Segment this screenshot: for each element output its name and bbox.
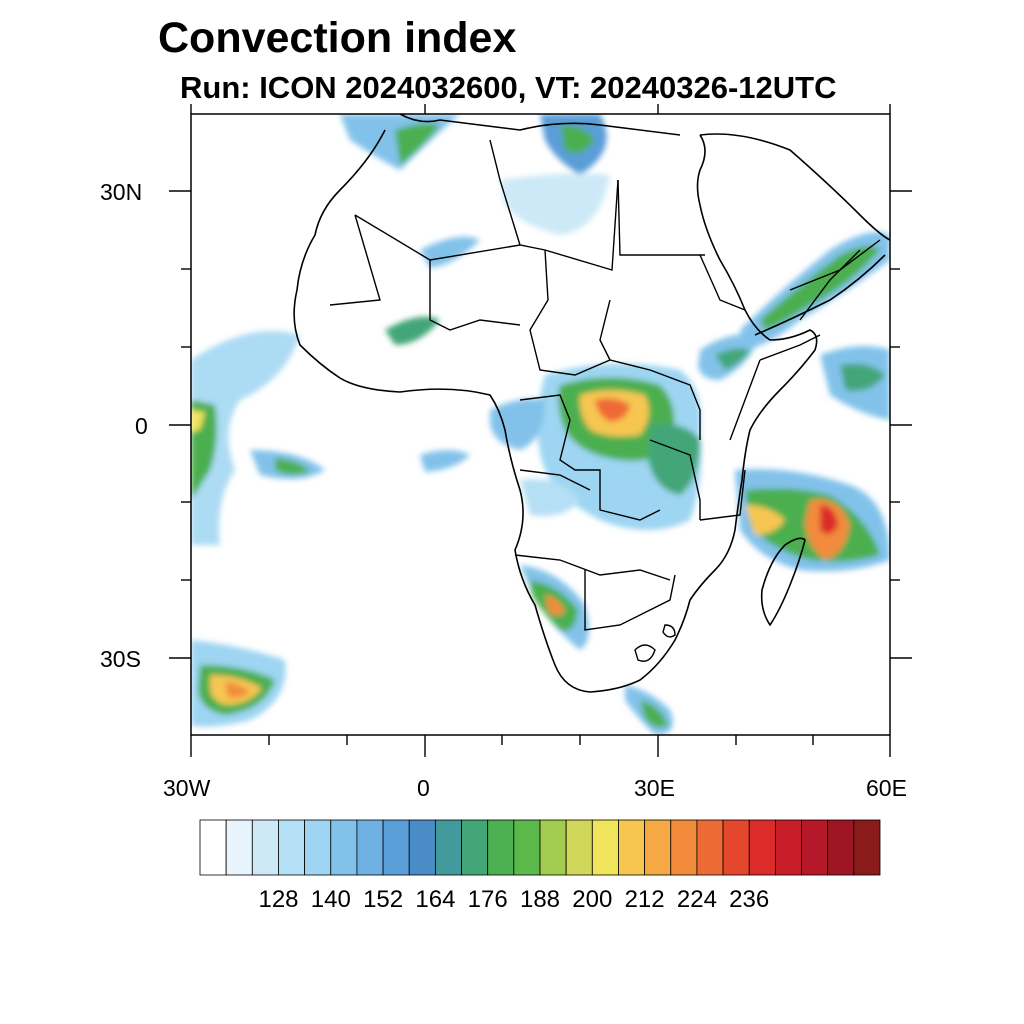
- colorbar-swatch: [251, 819, 279, 876]
- lon-label-30w: 30W: [163, 775, 211, 801]
- colorbar-label: 224: [676, 886, 717, 913]
- colorbar-swatch: [670, 819, 698, 876]
- colorbar-swatch: [278, 819, 306, 876]
- colorbar-swatch: [225, 819, 253, 876]
- colorbar-swatch: [722, 819, 750, 876]
- country-borders: [329, 139, 881, 662]
- colorbar-swatch: [408, 819, 436, 876]
- colorbar: [199, 819, 881, 876]
- colorbar-label: 188: [519, 886, 561, 913]
- colorbar-swatch: [434, 819, 462, 876]
- convection-index-field: [191, 114, 890, 735]
- colorbar-swatch: [591, 819, 619, 876]
- colorbar-swatch: [774, 819, 802, 876]
- colorbar-swatch: [827, 819, 855, 876]
- map-subtitle: Run: ICON 2024032600, VT: 20240326-12UTC: [180, 70, 837, 105]
- colorbar-label: 152: [363, 886, 404, 913]
- colorbar-label: 212: [624, 886, 665, 913]
- map-title: Convection index: [158, 14, 517, 62]
- colorbar-swatch: [382, 819, 410, 876]
- coastline-outline: [293, 114, 890, 693]
- colorbar-swatch: [748, 819, 776, 876]
- colorbar-label: 200: [572, 886, 613, 913]
- colorbar-swatch: [304, 819, 332, 876]
- lon-label-0: 0: [417, 775, 430, 801]
- colorbar-swatch: [644, 819, 672, 876]
- colorbar-swatch: [513, 819, 541, 876]
- lon-label-60e: 60E: [866, 775, 907, 801]
- colorbar-swatch: [356, 819, 384, 876]
- colorbar-swatch: [853, 819, 881, 876]
- lat-label-0: 0: [135, 413, 148, 439]
- lat-label-30s: 30S: [100, 646, 141, 672]
- colorbar-swatch: [618, 819, 646, 876]
- colorbar-swatch: [199, 819, 227, 876]
- colorbar-label: 236: [729, 886, 770, 913]
- colorbar-swatch: [330, 819, 358, 876]
- axis-ticks: [169, 104, 912, 757]
- lat-label-30n: 30N: [100, 179, 143, 205]
- colorbar-swatch: [461, 819, 489, 876]
- lon-label-30e: 30E: [634, 775, 675, 801]
- colorbar-swatch: [696, 819, 724, 876]
- colorbar-label: 140: [310, 886, 351, 913]
- colorbar-label: 176: [467, 886, 508, 913]
- colorbar-swatch: [801, 819, 829, 876]
- colorbar-swatch: [539, 819, 567, 876]
- colorbar-label: 164: [415, 886, 456, 913]
- colorbar-label: 128: [258, 886, 299, 913]
- colorbar-swatch: [565, 819, 593, 876]
- colorbar-swatch: [487, 819, 515, 876]
